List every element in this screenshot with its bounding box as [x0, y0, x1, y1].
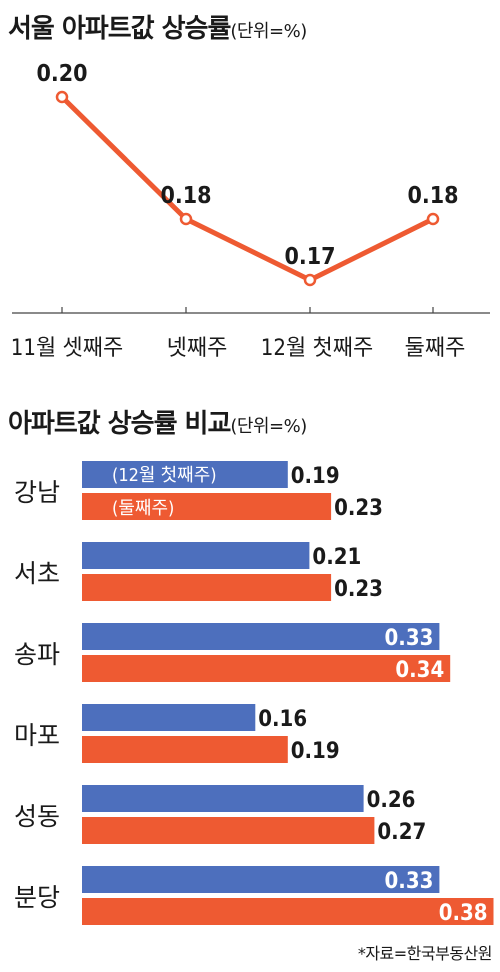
bar-value-label-0-0: 0.19: [291, 464, 340, 489]
bar-0-4: [82, 785, 364, 812]
line-series: [59, 94, 436, 283]
bar-0-5: [82, 866, 440, 893]
bar-1-4: [82, 817, 375, 844]
bar-value-label-1-2: 0.34: [395, 658, 444, 683]
bar-value-label-0-4: 0.26: [367, 788, 416, 813]
bar-value-label-1-0: 0.23: [334, 496, 383, 521]
bar-category-label-3: 마포: [14, 721, 60, 750]
line-value-label-1: 0.18: [160, 183, 211, 209]
line-point-3: [426, 212, 440, 226]
line-point-2: [303, 273, 317, 287]
bar-chart: 강남 0.19 0.23 서초 0.21 0.23 송파 0.33 0.34 마포 0.16 0.19…: [14, 461, 494, 926]
bar-category-label-2: 송파: [14, 640, 60, 669]
bar-category-label-5: 분당: [14, 883, 60, 912]
bar-0-0: [82, 461, 288, 488]
bar-value-label-0-5: 0.33: [385, 869, 434, 894]
line-point-0: [55, 90, 69, 104]
bar-category-label-1: 서초: [14, 559, 60, 588]
line-category-label-2: 12월 첫째주: [261, 336, 373, 361]
bar-0-3: [82, 704, 256, 731]
bar-chart-unit: (단위=%): [230, 416, 307, 437]
legend-series-0: (12월 첫째주): [112, 465, 217, 486]
bar-value-label-1-5: 0.38: [439, 901, 488, 926]
bar-1-3: [82, 736, 288, 763]
bar-value-label-1-1: 0.23: [334, 577, 383, 602]
line-value-label-2: 0.17: [284, 244, 335, 270]
bar-0-1: [82, 542, 310, 569]
legend-series-1: (둘째주): [112, 498, 174, 519]
bar-chart-title-main: 아파트값 상승률 비교: [8, 409, 231, 439]
bar-value-label-0-1: 0.21: [312, 545, 361, 570]
line-chart: 0.20 0.18 0.17 0.18 11월 셋째주 넷째주 12월 첫째주 둘째주: [11, 61, 490, 361]
source-note: *자료=한국부동산원: [357, 944, 493, 963]
bar-chart-title: 아파트값 상승률 비교(단위=%): [8, 403, 307, 440]
bar-category-label-4: 성동: [14, 802, 60, 831]
bar-1-5: [82, 898, 494, 925]
line-chart-unit: (단위=%): [230, 21, 307, 42]
bar-value-label-0-3: 0.16: [258, 707, 307, 732]
line-chart-title: 서울 아파트값 상승률(단위=%): [8, 8, 307, 45]
line-category-label-0: 11월 셋째주: [11, 336, 123, 361]
line-point-1: [179, 212, 193, 226]
bar-1-1: [82, 574, 332, 601]
bar-0-2: [82, 623, 440, 650]
bar-value-label-1-3: 0.19: [291, 739, 340, 764]
bar-category-label-0: 강남: [14, 478, 60, 507]
bar-1-0: [82, 493, 332, 520]
line-category-label-3: 둘째주: [405, 336, 466, 361]
line-value-label-0: 0.20: [36, 61, 87, 87]
line-chart-title-main: 서울 아파트값 상승률: [8, 14, 231, 44]
bar-1-2: [82, 655, 451, 682]
line-category-label-1: 넷째주: [167, 336, 228, 361]
bar-value-label-0-2: 0.33: [385, 626, 434, 651]
bar-value-label-1-4: 0.27: [377, 820, 426, 845]
line-value-label-3: 0.18: [407, 183, 458, 209]
